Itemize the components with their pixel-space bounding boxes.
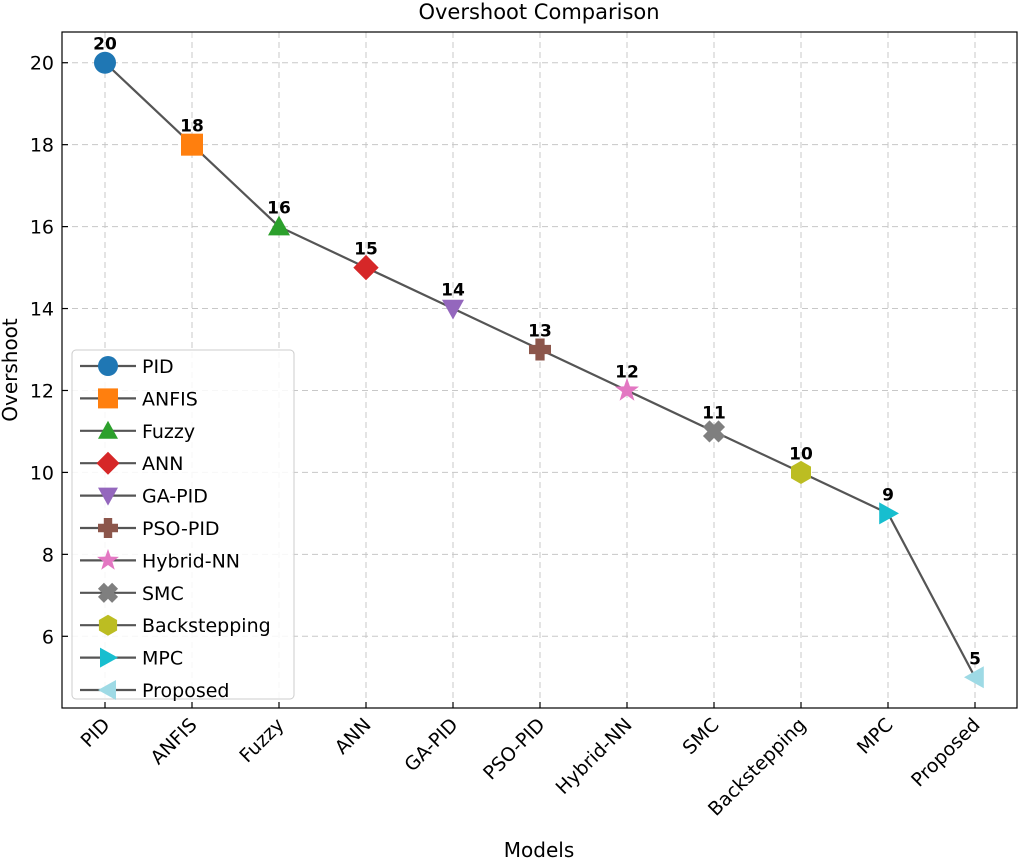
legend-label: ANFIS [142,388,198,410]
y-tick-label: 10 [30,462,54,484]
legend-label: SMC [142,583,184,605]
data-label: 20 [93,35,117,55]
legend-label: PSO-PID [142,518,220,540]
data-label: 16 [267,199,291,219]
legend-marker [98,680,116,700]
x-tick-label: PSO-PID [479,714,549,784]
data-marker-fuzzy [268,215,290,236]
legend-marker [96,451,120,475]
data-marker-smc [702,420,726,443]
legend-label: MPC [142,648,183,670]
legend-label: GA-PID [142,486,208,508]
x-tick-label: MPC [853,714,898,759]
y-tick-label: 16 [30,217,54,239]
chart-title: Overshoot Comparison [418,0,659,24]
x-tick-label: Proposed [907,714,984,791]
legend-box [71,349,295,700]
x-tick-label: SMC [678,714,723,759]
legend-marker [100,647,118,668]
data-marker-anfis [181,133,203,156]
data-label: 12 [615,362,639,382]
data-label: 5 [969,649,981,669]
x-tick-label: PID [77,714,115,752]
x-tick-label: ANFIS [147,714,202,769]
legend-marker [98,356,118,376]
legend-label: Hybrid-NN [142,550,240,572]
data-marker-proposed [964,666,984,689]
data-marker-mpc [879,502,899,525]
y-tick-label: 20 [30,53,54,75]
legend-marker [98,420,118,439]
legend-marker [98,487,118,506]
data-label: 11 [702,403,726,423]
data-marker-ann [353,254,379,281]
x-axis-title: Models [504,838,574,859]
legend-label: PID [142,356,174,378]
legend: PID ANFIS Fuzzy ANN GA-PID PSO-PID Hybrid-NN SM… [71,349,295,702]
data-label: 14 [441,281,465,301]
x-tick-label: Hybrid-NN [552,714,637,799]
data-marker-pso-pid [529,338,551,361]
data-label: 13 [528,322,552,342]
data-marker-backstepping [791,460,811,484]
y-tick-label: 14 [30,299,54,321]
data-marker-ga-pid [442,299,464,320]
label-layer: 20 18 16 15 14 13 12 11 10 9 5 [93,35,981,670]
data-label: 10 [789,444,813,464]
data-label: 9 [882,485,894,505]
legend-marker [98,388,118,409]
x-tick-label: GA-PID [400,714,462,776]
data-marker-pid [94,51,116,74]
y-tick-label: 12 [30,380,54,402]
x-tick-label: ANN [331,714,376,759]
legend-label: Backstepping [142,615,271,637]
y-axis-title: Overshoot [0,318,22,422]
marker-layer [94,51,984,689]
y-tick-label: 8 [42,544,54,566]
legend-marker [98,614,118,636]
y-tick-label: 6 [42,626,54,648]
legend-label: Fuzzy [142,421,195,443]
legend-label: ANN [142,453,183,475]
legend-label: Proposed [142,680,229,702]
legend-marker [98,518,118,538]
data-label: 18 [180,117,204,137]
legend-marker [97,582,119,603]
data-marker-hybrid-nn [614,377,640,401]
legend-marker [97,548,119,570]
data-label: 15 [354,240,378,260]
y-tick-label: 18 [30,135,54,157]
x-tick-label: Fuzzy [235,714,288,767]
